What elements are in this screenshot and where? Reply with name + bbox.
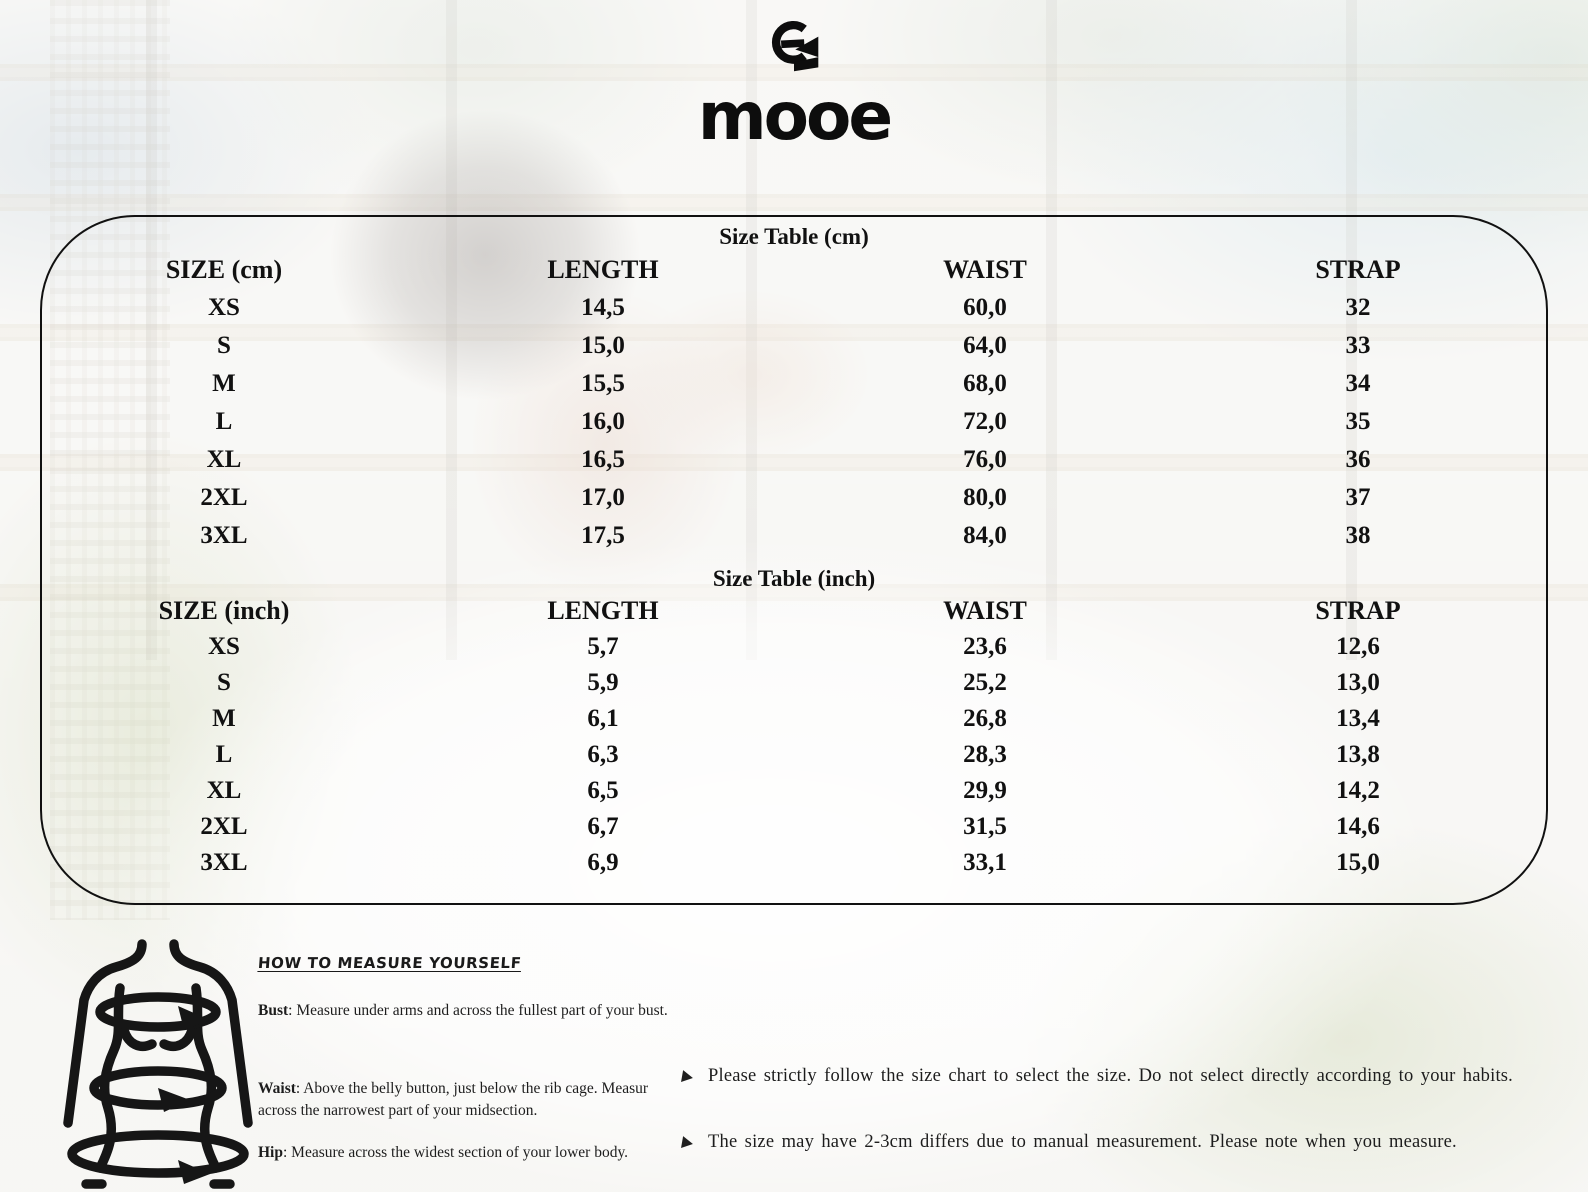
table-cell: 14,5: [581, 294, 625, 321]
table-cell: 6,3: [587, 741, 619, 768]
table-cell: 6,7: [587, 813, 619, 840]
table-header-size: SIZE (cm): [165, 255, 283, 284]
table-cell: 17,5: [581, 522, 625, 549]
table-cell: 16,0: [581, 408, 625, 435]
table-cell: 84,0: [963, 522, 1007, 549]
table-cell: 15,5: [581, 370, 625, 397]
size-table-inch: SIZE (inch) LENGTH WAIST STRAP XS 5,7 23…: [42, 593, 1546, 881]
arrowhead-right-icon: [681, 1136, 694, 1150]
table-cell: 23,6: [963, 633, 1007, 660]
measure-text-waist: : Above the belly button, just below the…: [258, 1080, 649, 1119]
size-label: XS: [207, 633, 240, 660]
table-cell: 80,0: [963, 484, 1007, 511]
measure-item-waist: Waist: Above the belly button, just belo…: [258, 1078, 686, 1122]
measure-label-bust: Bust: [258, 1002, 289, 1019]
table-cell: 12,6: [1336, 633, 1380, 660]
size-label: XL: [206, 446, 242, 473]
body-measurement-figure-icon: [63, 939, 253, 1189]
size-table-panel: Size Table (cm) SIZE (cm) LENGTH WAIST S…: [40, 215, 1548, 905]
size-label: 3XL: [200, 849, 248, 876]
note-text: Please strictly follow the size chart to…: [708, 1066, 1514, 1086]
table-cell: 15,0: [581, 332, 625, 359]
size-table-cm-title: Size Table (cm): [719, 224, 869, 249]
size-label: M: [212, 370, 236, 397]
arrowhead-right-icon: [681, 1070, 694, 1084]
table-header-waist: WAIST: [943, 255, 1027, 284]
size-table-cm: SIZE (cm) LENGTH WAIST STRAP XS 14,5 60,…: [42, 251, 1546, 555]
measure-label-hip: Hip: [258, 1144, 283, 1161]
table-cell: 16,5: [581, 446, 625, 473]
table-cell: 37: [1345, 484, 1371, 511]
table-cell: 17,0: [581, 484, 625, 511]
table-cell: 60,0: [963, 294, 1007, 321]
measure-label-waist: Waist: [258, 1080, 296, 1097]
size-label: XL: [206, 777, 242, 804]
table-cell: 33: [1345, 332, 1371, 359]
table-header-size: SIZE (inch): [158, 596, 290, 625]
table-header-length: LENGTH: [547, 596, 659, 625]
table-cell: 38: [1345, 522, 1371, 549]
note-item: Please strictly follow the size chart to…: [681, 1066, 1514, 1087]
table-cell: 14,6: [1336, 813, 1380, 840]
brand-logo-icon: [772, 21, 819, 72]
table-cell: 68,0: [963, 370, 1007, 397]
table-cell: 13,0: [1336, 669, 1380, 696]
size-label: 2XL: [200, 813, 248, 840]
measure-item-bust: Bust: Measure under arms and across the …: [258, 1000, 686, 1022]
table-cell: 76,0: [963, 446, 1007, 473]
table-cell: 34: [1345, 370, 1371, 397]
size-label: 2XL: [200, 484, 248, 511]
how-to-measure-title: HOW TO MEASURE YOURSELF: [257, 954, 523, 972]
table-cell: 6,1: [587, 705, 619, 732]
table-cell: 35: [1345, 408, 1371, 435]
table-cell: 26,8: [963, 705, 1007, 732]
table-header-strap: STRAP: [1315, 596, 1401, 625]
table-cell: 28,3: [963, 741, 1007, 768]
measure-text-bust: : Measure under arms and across the full…: [288, 1002, 668, 1019]
size-label: XS: [207, 294, 240, 321]
size-label: S: [217, 332, 231, 359]
note-text: The size may have 2-3cm differs due to m…: [708, 1132, 1457, 1152]
table-cell: 5,7: [587, 633, 619, 660]
table-cell: 15,0: [1336, 849, 1380, 876]
table-cell: 13,8: [1336, 741, 1380, 768]
brand-name: mooe: [697, 78, 893, 155]
size-label: S: [217, 669, 231, 696]
size-label: L: [215, 408, 233, 435]
size-table-inch-title: Size Table (inch): [712, 566, 876, 591]
table-cell: 13,4: [1336, 705, 1380, 732]
table-cell: 5,9: [587, 669, 619, 696]
size-label: 3XL: [200, 522, 248, 549]
table-cell: 72,0: [963, 408, 1007, 435]
size-label: L: [215, 741, 233, 768]
measure-item-hip: Hip: Measure across the widest section o…: [258, 1142, 686, 1164]
table-cell: 6,5: [587, 777, 619, 804]
table-header-length: LENGTH: [547, 255, 659, 284]
table-cell: 32: [1345, 294, 1371, 321]
table-cell: 33,1: [963, 849, 1007, 876]
table-cell: 31,5: [963, 813, 1007, 840]
table-cell: 29,9: [963, 777, 1007, 804]
brand-header: mooe: [0, 20, 1588, 155]
measure-text-hip: : Measure across the widest section of y…: [282, 1144, 629, 1161]
size-label: M: [212, 705, 236, 732]
table-header-waist: WAIST: [943, 596, 1027, 625]
table-cell: 14,2: [1336, 777, 1380, 804]
note-item: The size may have 2-3cm differs due to m…: [681, 1132, 1457, 1153]
table-cell: 6,9: [587, 849, 619, 876]
table-header-strap: STRAP: [1315, 255, 1401, 284]
table-cell: 36: [1345, 446, 1371, 473]
table-cell: 64,0: [963, 332, 1007, 359]
table-cell: 25,2: [963, 669, 1007, 696]
